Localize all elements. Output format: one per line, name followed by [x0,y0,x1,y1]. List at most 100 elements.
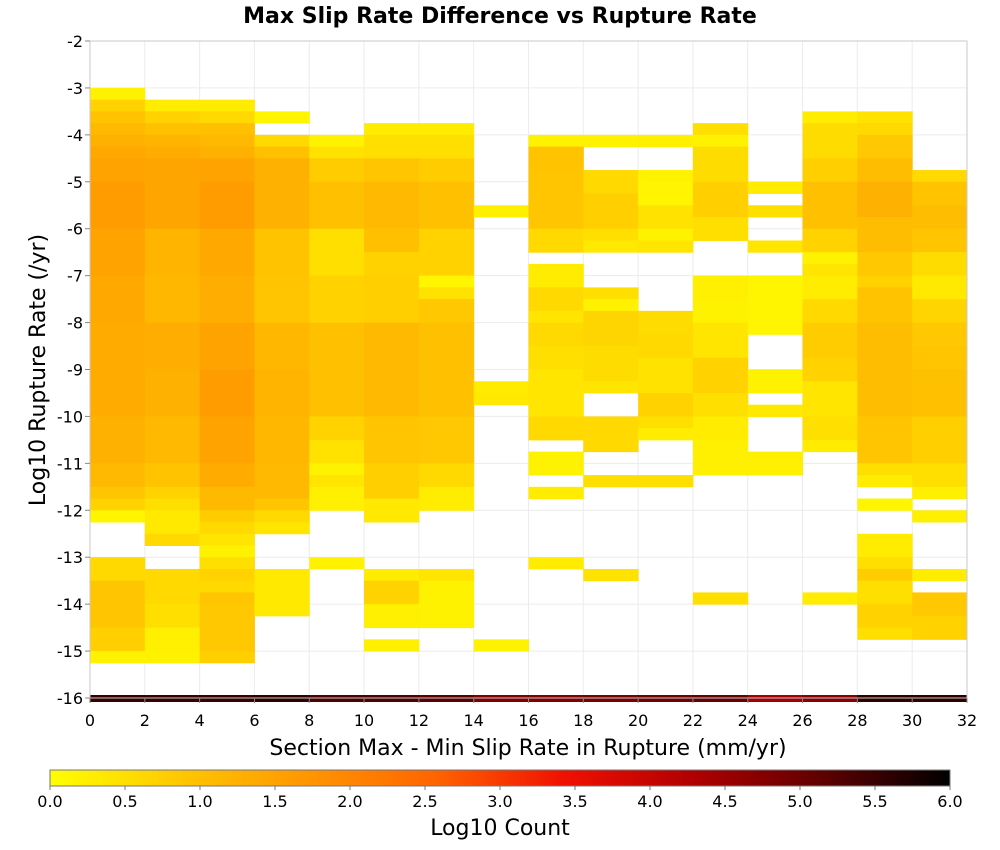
heatmap-cell [90,627,146,652]
heatmap-cell [199,181,255,230]
heatmap-cell [199,651,255,664]
heatmap-cell [857,369,913,417]
y-axis-ticks: -2 -3 -4 -5 -6 -7 -8 -9 -10 -11 -12 -13 -14 -15 -16 [57,32,90,708]
heatmap-cell [418,287,475,300]
heatmap-cell [528,263,584,288]
heatmap-cell [528,416,584,441]
heatmap-cell [90,568,146,582]
heatmap-cell [309,475,365,488]
heatmap-cell [528,146,584,171]
heatmap-cell [638,334,694,359]
heatmap-cell [199,416,255,464]
heatmap-cell [857,287,913,324]
heatmap-cell [364,158,420,183]
heatmap-cell [254,568,310,617]
heatmap-cell [692,416,749,441]
heatmap-cell [144,604,201,629]
heatmap-cell [90,87,146,101]
heatmap-cell [364,580,420,605]
heatmap-cell [747,369,804,394]
heatmap-cell [364,228,420,253]
heatmap-cell [309,275,365,324]
heatmap-cell [912,275,968,300]
heatmap-cell [254,463,310,500]
heatmap-cell [747,404,804,417]
heatmap-cell [199,463,255,488]
heatmap-cell [418,299,475,324]
heatmap-cell [364,134,420,159]
heatmap-cell [857,322,913,370]
heatmap-cell [364,123,420,136]
heatmap-cell [199,275,255,324]
heatmap-cell [254,322,310,370]
heatmap-cell [857,252,913,277]
x-tick-label: 32 [957,711,977,730]
heatmap-cell [90,99,146,112]
heatmap-cell [583,299,639,312]
heatmap-cell [364,181,420,230]
heatmap-cell [692,392,749,417]
heatmap-cell [638,310,694,335]
x-tick-label: 4 [195,711,205,730]
heatmap-cell [254,510,310,523]
heatmap-cell [528,451,584,476]
heatmap-cell [912,592,968,617]
heatmap-cell [528,228,584,253]
heatmap-cell [638,357,694,394]
heatmap-cell [418,486,475,511]
heatmap-cell [199,604,255,652]
heatmap-cell [90,322,146,417]
heatmap-cell [144,228,201,277]
heatmap-cell [583,475,639,488]
heatmap-cell [144,568,201,605]
heatmap-cell [583,228,639,241]
heatmap-cell [638,134,694,148]
heatmap-cell [254,498,310,511]
heatmap-cell [473,392,529,406]
heatmap-cell [254,369,310,417]
heatmap-cell [802,416,858,441]
x-tick-label: 26 [792,711,812,730]
heatmap-cell [912,322,968,347]
y-tick-label: -8 [67,314,83,333]
heatmap-cell [802,252,858,265]
heatmap-cell [90,486,146,500]
heatmap-cell [802,228,858,253]
heatmap-cell [528,322,584,347]
heatmap-cell [528,287,584,312]
x-axis-ticks: 0 2 4 6 8 10 12 14 16 18 20 22 24 26 28 30 32 [85,698,977,730]
heatmap-cell [912,615,968,640]
heatmap-cell [583,170,639,195]
heatmap-cells [90,87,968,664]
y-tick-label: -3 [67,79,83,98]
heatmap-cell [254,134,310,148]
heatmap-cell [418,228,475,277]
heatmap-cell [802,592,858,605]
heatmap-cell [857,216,913,253]
heatmap-cell [254,146,310,159]
heatmap-cell [364,639,420,652]
heatmap-cell [857,557,913,570]
heatmap-cell [364,252,420,277]
heatmap-cell [802,357,858,382]
heatmap-cell [144,486,201,500]
heatmap-cell [90,510,146,523]
y-tick-label: -14 [57,595,83,614]
heatmap-cell [638,240,694,253]
heatmap-cell [857,275,913,288]
heatmap-cell [199,99,255,112]
colorbar-ticks: 0.0 0.5 1.0 1.5 2.0 2.5 3.0 3.5 4.0 4.5 5.0 5.5 6.0 [37,786,963,811]
colorbar-tick-label: 3.0 [487,792,512,811]
colorbar-label: Log10 Count [430,816,570,841]
heatmap-cell [144,498,201,511]
heatmap-cell [309,557,365,570]
heatmap-cell [144,123,201,136]
heatmap-cell [90,416,146,464]
heatmap-cell [199,533,255,546]
heatmap-cell [144,146,201,159]
heatmap-cell [254,275,310,324]
heatmap-cell [692,275,749,300]
heatmap-cell [254,416,310,464]
heatmap-cell [802,322,858,359]
heatmap-cell [857,498,913,511]
